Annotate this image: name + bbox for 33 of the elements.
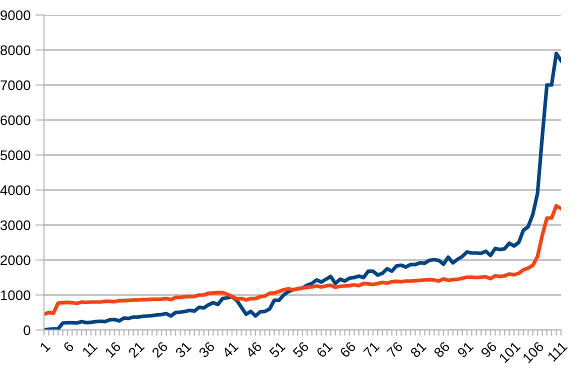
x-tick-label: 6: [62, 341, 74, 353]
x-tick-label: 11: [82, 341, 98, 357]
y-tick-label: 7000: [0, 80, 30, 90]
x-tick-label: 71: [362, 341, 380, 358]
x-tick-label: 111: [547, 341, 568, 362]
y-tick-label: 3000: [0, 220, 30, 230]
x-tick-label: 56: [292, 341, 310, 358]
x-tick-label: 106: [522, 341, 544, 364]
x-tick-label: 101: [498, 341, 521, 364]
x-tick-label: 81: [410, 341, 427, 358]
x-tick-label: 46: [245, 341, 262, 358]
x-tick-label: 76: [386, 341, 404, 358]
x-tick-label: 91: [456, 341, 474, 358]
x-tick-label: 41: [222, 341, 239, 358]
y-tick-label: 9000: [0, 10, 30, 20]
x-tick-label: 51: [268, 341, 286, 358]
y-tick-label: 5000: [0, 150, 30, 160]
x-tick-label: 96: [480, 341, 498, 358]
x-tick-label: 66: [339, 341, 356, 358]
y-tick-label: 8000: [0, 45, 30, 56]
y-tick-label: 6000: [0, 115, 30, 126]
x-tick-label: 86: [433, 341, 450, 358]
x-tick-label: 21: [128, 341, 145, 358]
x-tick-label: 36: [198, 341, 216, 358]
x-tick-label: 61: [316, 341, 333, 358]
y-tick-label: 2000: [0, 255, 30, 266]
y-tick-label: 4000: [0, 185, 30, 196]
x-tick-label: 16: [104, 341, 122, 358]
y-tick-label: 0: [24, 325, 30, 336]
y-tick-label: 1000: [0, 290, 30, 300]
x-tick-label: 31: [174, 341, 192, 358]
x-tick-label: 1: [40, 341, 51, 352]
x-tick-label: 26: [151, 341, 168, 358]
